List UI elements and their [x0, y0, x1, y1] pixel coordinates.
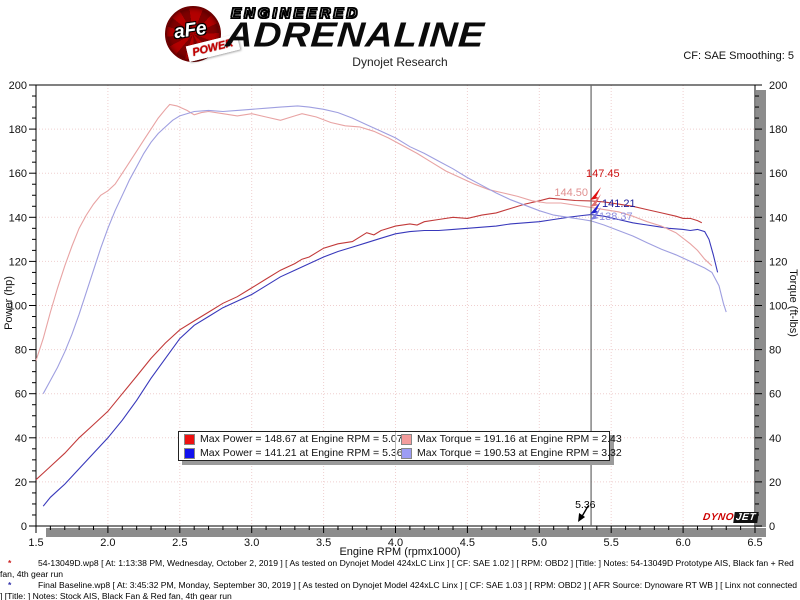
- x-tick-label: 4.0: [388, 537, 403, 549]
- x-tick-label: 3.5: [316, 537, 331, 549]
- legend-text: Max Power = 148.67 at Engine RPM = 5.07: [200, 433, 403, 445]
- legend-swatch-icon: [184, 447, 195, 459]
- y-left-label: 200: [9, 80, 27, 92]
- legend-swatch-icon: [401, 433, 412, 445]
- series-line-54-13049D-power: [35, 197, 703, 481]
- y-right-label: 60: [769, 389, 781, 401]
- cursor-value-label: 138.37: [599, 211, 633, 223]
- legend-text: Max Torque = 191.16 at Engine RPM = 2.43: [417, 433, 622, 445]
- legend-item: Max Power = 148.67 at Engine RPM = 5.07: [179, 432, 403, 446]
- y-left-label: 160: [9, 168, 27, 180]
- y-right-label: 40: [769, 433, 781, 445]
- run-bullet-icon: *: [8, 580, 12, 590]
- smoothing-setting: CF: SAE Smoothing: 5: [683, 50, 794, 62]
- series-line-final-baseline-power: [42, 214, 719, 507]
- run-note-text: 54-13049D.wp8 [ At: 1:13:38 PM, Wednesda…: [0, 558, 794, 579]
- dynojet-logo-dyno: DYNO: [702, 512, 735, 523]
- dynojet-logo-jet: JET: [733, 512, 759, 523]
- cursor-rpm-label: 5.36: [575, 499, 596, 511]
- y-left-label: 120: [9, 256, 27, 268]
- dynojet-logo: DYNOJET: [702, 512, 759, 523]
- legend-text: Max Torque = 190.53 at Engine RPM = 3.32: [417, 447, 622, 459]
- right-shadow-bar: [756, 90, 766, 527]
- y-left-label: 100: [9, 301, 27, 313]
- cursor-marker: [590, 207, 602, 220]
- series-line-final-baseline-torque: [42, 105, 727, 394]
- x-axis-label: Engine RPM (rpmx1000): [339, 546, 461, 558]
- x-tick-label: 5.5: [604, 537, 619, 549]
- y-right-label: 160: [769, 168, 787, 180]
- run-notes-footer: * 54-13049D.wp8 [ At: 1:13:38 PM, Wednesd…: [0, 558, 798, 600]
- x-tick-label: 2.5: [172, 537, 187, 549]
- y-right-label: 0: [769, 521, 775, 533]
- cursor-marker: [590, 201, 602, 214]
- y-right-label: 180: [769, 124, 787, 136]
- x-tick-label: 3.0: [244, 537, 259, 549]
- cursor-arrow-head: [578, 513, 586, 522]
- cursor-marker: [590, 194, 602, 207]
- legend-text: Max Power = 141.21 at Engine RPM = 5.36: [200, 447, 403, 459]
- x-tick-label: 6.5: [747, 537, 762, 549]
- legend-box: Max Power = 148.67 at Engine RPM = 5.07 M…: [178, 431, 622, 461]
- y-left-label: 60: [15, 389, 27, 401]
- series-line-54-13049D-torque: [35, 103, 713, 361]
- legend-item: Max Torque = 190.53 at Engine RPM = 3.32: [395, 446, 622, 460]
- x-tick-label: 5.0: [532, 537, 547, 549]
- y-right-label: 100: [769, 301, 787, 313]
- x-tick-label: 1.5: [28, 537, 43, 549]
- legend-swatch-icon: [401, 447, 412, 459]
- y-left-label: 80: [15, 345, 27, 357]
- chart-subtitle: Dynojet Research: [352, 55, 448, 69]
- run-note-text: Final Baseline.wp8 [ At: 3:45:32 PM, Mon…: [0, 580, 798, 600]
- legend-swatch-icon: [184, 433, 195, 445]
- x-tick-label: 6.0: [675, 537, 690, 549]
- x-tick-label: 2.0: [100, 537, 115, 549]
- run-bullet-icon: *: [8, 558, 12, 568]
- legend-item: Max Power = 141.21 at Engine RPM = 5.36: [179, 446, 403, 460]
- y-right-label: 140: [769, 212, 787, 224]
- y-right-label: 20: [769, 477, 781, 489]
- y-left-label: 0: [21, 521, 27, 533]
- cursor-value-label: 144.50: [554, 187, 588, 199]
- cursor-value-label: 147.45: [586, 168, 620, 180]
- run-note-line: * 54-13049D.wp8 [ At: 1:13:38 PM, Wednesd…: [0, 558, 798, 580]
- y-left-label: 40: [15, 433, 27, 445]
- y-right-label: 120: [769, 256, 787, 268]
- bottom-shadow-bar: [46, 528, 766, 537]
- y-right-label: 200: [769, 80, 787, 92]
- y-left-label: 140: [9, 212, 27, 224]
- y-right-label: 80: [769, 345, 781, 357]
- legend-item: Max Torque = 191.16 at Engine RPM = 2.43: [395, 432, 622, 446]
- cursor-marker: [590, 187, 602, 200]
- cursor-value-label: 141.21: [602, 198, 636, 210]
- run-note-line: * Final Baseline.wp8 [ At: 3:45:32 PM, Mo…: [0, 580, 798, 600]
- engineered-text: ENGINEERED: [230, 4, 361, 23]
- y-left-label: 20: [15, 477, 27, 489]
- x-tick-label: 4.5: [460, 537, 475, 549]
- y-left-label: 180: [9, 124, 27, 136]
